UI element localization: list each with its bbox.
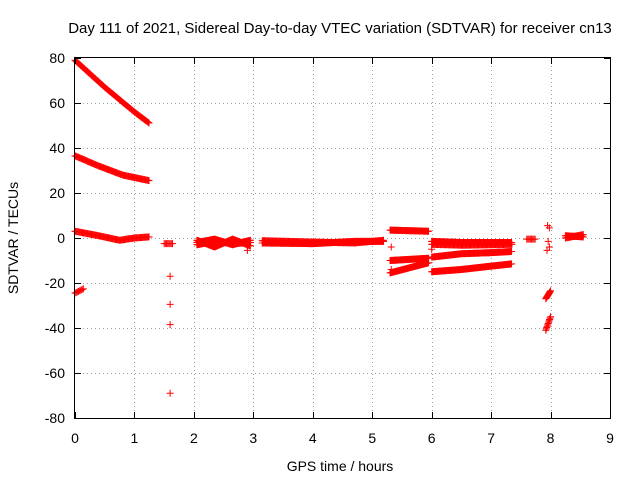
data-point	[508, 240, 516, 248]
x-tick-label: 8	[547, 430, 555, 446]
x-tick-label: 9	[606, 430, 614, 446]
data-point	[531, 235, 539, 243]
x-tick-label: 4	[309, 430, 317, 446]
x-tick-label: 5	[368, 430, 376, 446]
data-point	[425, 227, 433, 235]
chart-title: Day 111 of 2021, Sidereal Day-to-day VTE…	[68, 20, 612, 37]
data-point	[143, 118, 151, 126]
data-point	[380, 236, 388, 244]
data-point	[145, 119, 153, 127]
data-point	[387, 266, 395, 273]
x-tick-label: 7	[487, 430, 495, 446]
data-point	[145, 233, 153, 241]
plot-frame	[74, 57, 611, 419]
y-tick-label: 20	[49, 185, 65, 201]
data-point	[387, 243, 395, 251]
data-point	[508, 260, 516, 268]
data-point	[545, 224, 553, 232]
data-point	[168, 240, 176, 248]
data-point	[145, 177, 153, 185]
data-point	[547, 287, 555, 295]
grid	[75, 58, 610, 418]
x-tick-label: 2	[190, 430, 198, 446]
data-point	[246, 236, 254, 244]
data-point	[544, 237, 552, 245]
data-point	[166, 272, 174, 280]
y-tick-label: 80	[49, 50, 65, 66]
data-point	[243, 246, 251, 254]
data-point	[78, 286, 86, 294]
data-point	[547, 313, 555, 321]
y-tick-label: -20	[45, 275, 65, 291]
data-point	[166, 389, 174, 397]
data-point	[166, 321, 174, 329]
y-tick-label: 0	[57, 230, 65, 246]
y-tick-label: -60	[45, 365, 65, 381]
data-point	[508, 248, 516, 256]
y-tick-label: -80	[45, 410, 65, 426]
x-axis-label: GPS time / hours	[287, 458, 394, 474]
y-axis-label: SDTVAR / TECUs	[5, 182, 21, 294]
axis-ticks: 0 1 2 3 4 5 6 7 8 9 -80 -60 -40 -20 0 20 40 60 80	[45, 50, 614, 446]
x-tick-label: 3	[249, 430, 257, 446]
data-point	[166, 300, 174, 308]
y-tick-label: 40	[49, 140, 65, 156]
data-point	[144, 118, 152, 126]
data-point	[579, 231, 587, 239]
x-tick-label: 6	[428, 430, 436, 446]
x-tick-label: 1	[131, 430, 139, 446]
data-point	[425, 259, 433, 267]
data-points	[71, 56, 587, 397]
x-tick-label: 0	[71, 430, 79, 446]
data-point	[79, 285, 87, 293]
data-point	[428, 245, 436, 253]
y-tick-label: -40	[45, 320, 65, 336]
data-point	[545, 243, 553, 251]
y-tick-label: 60	[49, 95, 65, 111]
